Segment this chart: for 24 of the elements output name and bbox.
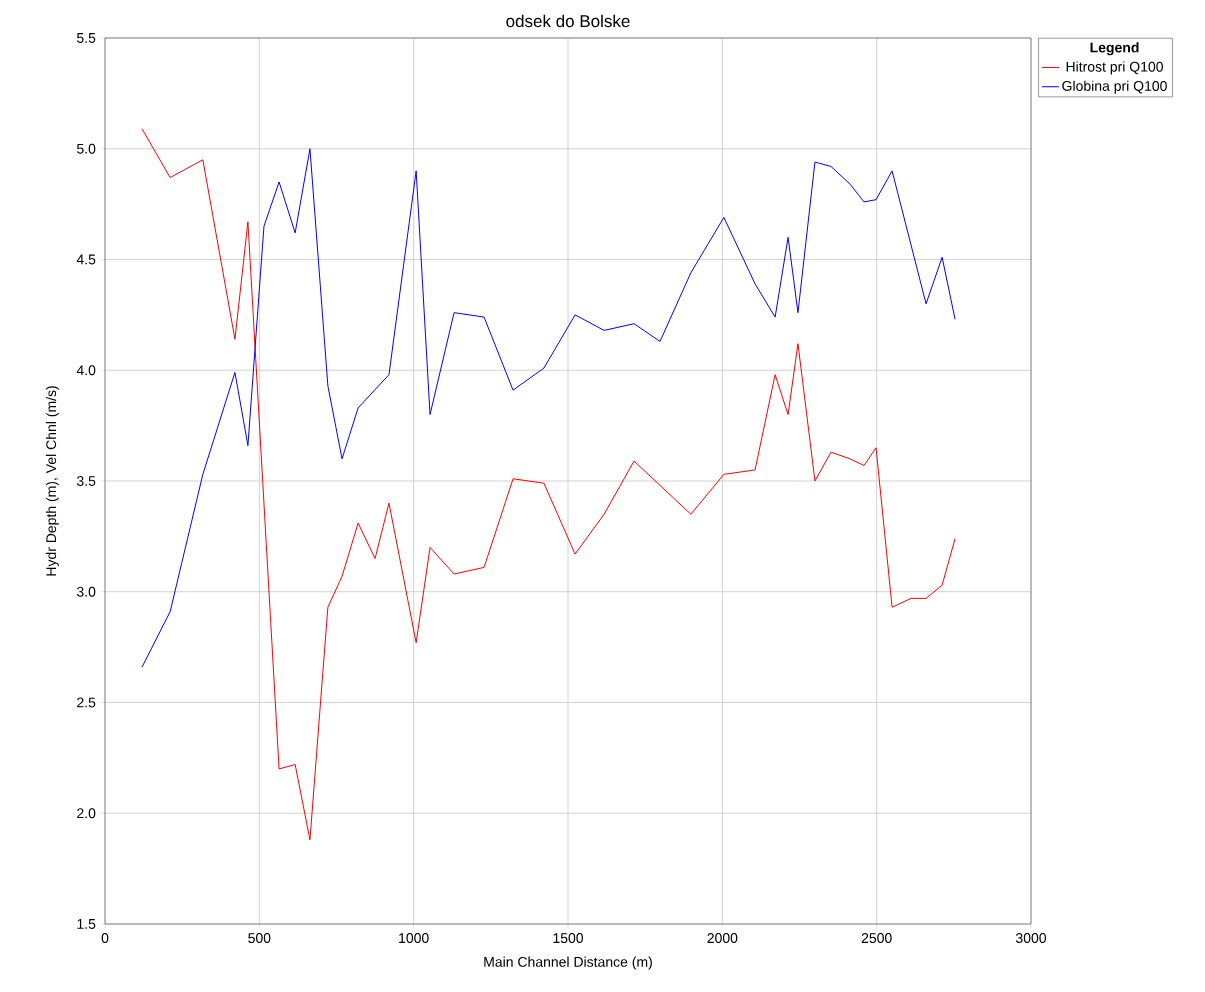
y-tick-label: 3.5 (76, 476, 96, 486)
y-tick-label: 5.0 (76, 143, 96, 154)
x-tick-label: 1000 (399, 933, 429, 944)
legend-title: Legend (1090, 42, 1139, 56)
x-tick-label: 1500 (553, 933, 584, 944)
y-tick-label: 3.0 (76, 586, 96, 597)
y-tick-label: 4.0 (76, 365, 96, 376)
x-tick-label: 0 (101, 933, 109, 944)
y-axis-title: Hydr Depth (m), Vel Chnl (m/s) (45, 386, 59, 576)
x-axis-title: Main Channel Distance (m) (484, 956, 652, 970)
chart-title: odsek do Bolske (506, 14, 630, 28)
x-tick-label: 2000 (707, 933, 738, 944)
line-series (141, 148, 956, 668)
x-tick-label: 2500 (861, 933, 892, 944)
x-tick-label: 500 (248, 933, 271, 944)
y-tick-label: 2.0 (77, 808, 96, 819)
x-tick-label: 3000 (1015, 933, 1047, 944)
y-tick-label: 1.5 (77, 919, 96, 929)
y-tick-label: 4.5 (76, 254, 96, 265)
y-tick-label: 5.5 (76, 33, 96, 43)
y-tick-label: 2.5 (77, 697, 96, 708)
legend-label: Globina pri Q100 (1062, 80, 1167, 94)
line-series (141, 128, 956, 841)
legend-label: Hitrost pri Q100 (1066, 61, 1163, 75)
